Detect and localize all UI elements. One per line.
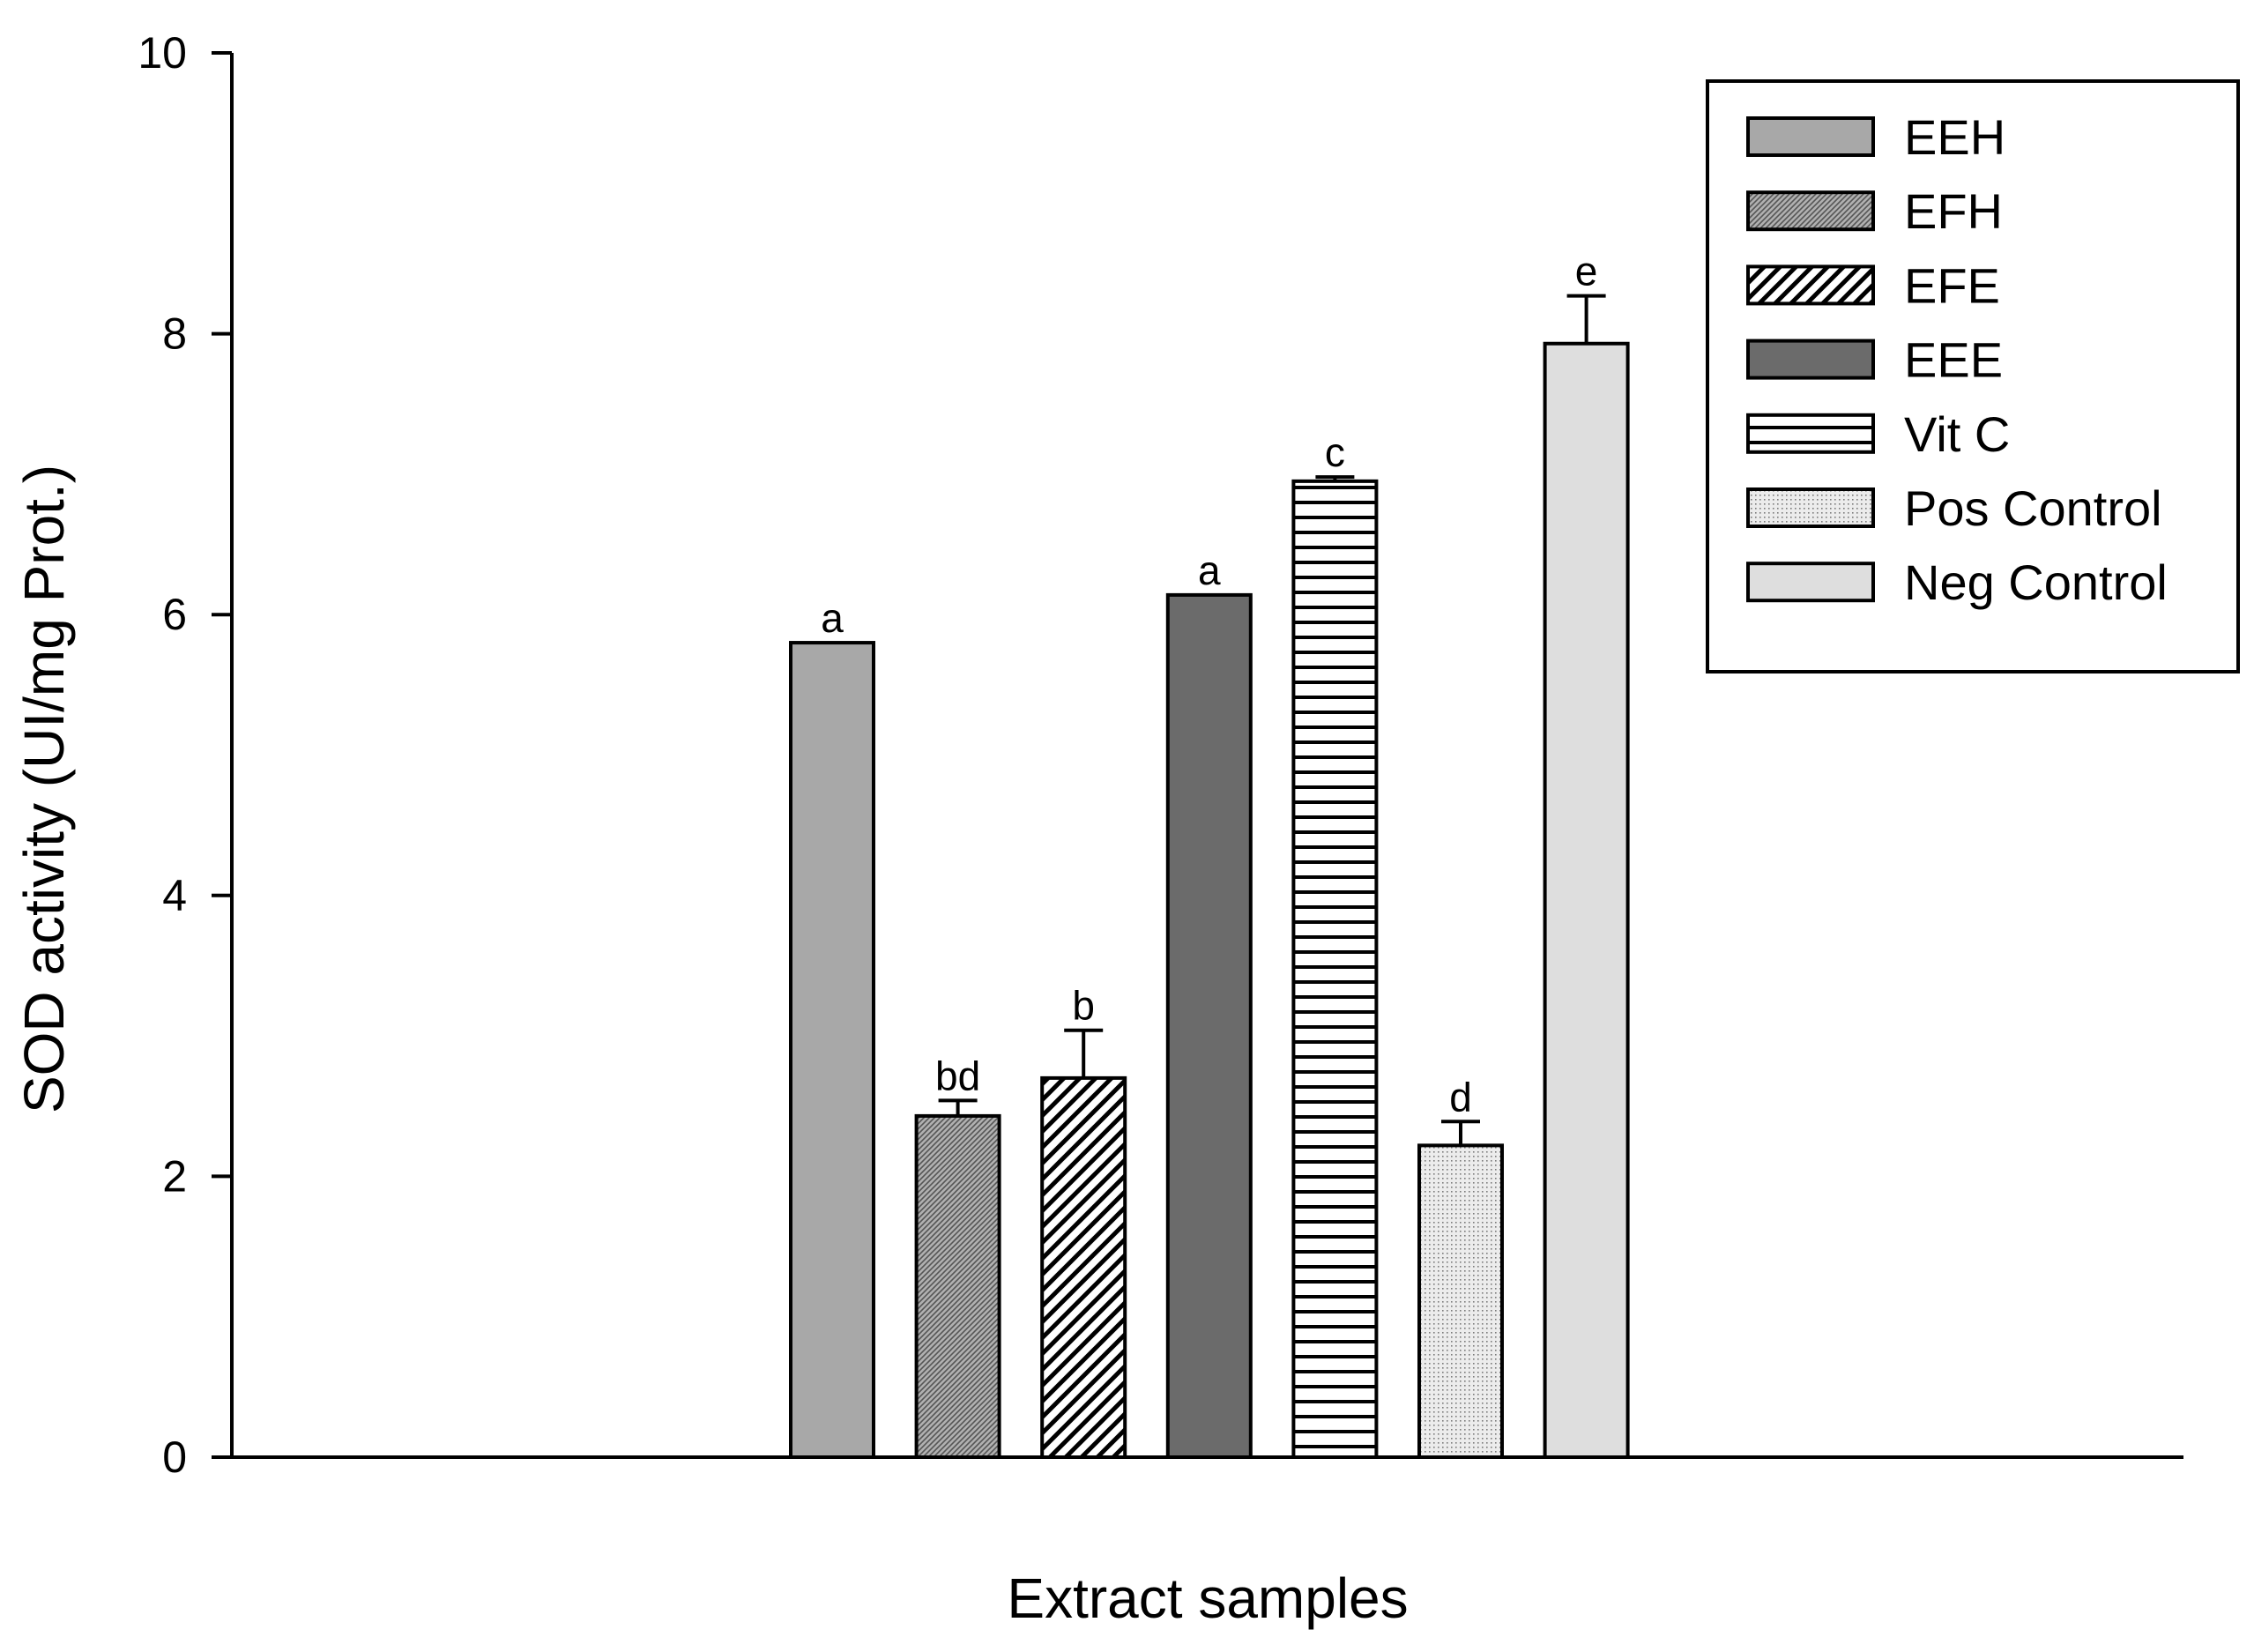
axes: 0 2 4 6 8 10: [138, 28, 2183, 1482]
y-tick-label-8: 8: [162, 309, 187, 359]
y-tick-label-0: 0: [162, 1432, 187, 1482]
legend-swatch-neg-control: [1746, 562, 1875, 603]
legend-label-pos-control: Pos Control: [1904, 480, 2162, 536]
legend-swatch-efe: [1746, 264, 1875, 306]
y-tick-label-4: 4: [162, 871, 187, 920]
sig-label-pos-control: d: [1449, 1074, 1472, 1120]
bar-vit-c: [1291, 479, 1379, 1459]
sig-label-eeh: a: [821, 595, 844, 641]
legend: EEH EFH EFE EEE Vit C Pos Control Neg Control: [1706, 79, 2240, 673]
sig-label-neg-control: e: [1575, 249, 1598, 294]
sig-label-efh: bd: [935, 1053, 980, 1098]
legend-label-vit-c: Vit C: [1904, 406, 2010, 462]
sig-label-vit-c: c: [1325, 429, 1345, 475]
bar-pos-control: [1417, 1143, 1504, 1459]
legend-swatch-pos-control: [1746, 487, 1875, 528]
y-tick-label-10: 10: [138, 28, 187, 78]
legend-label-efe: EFE: [1904, 257, 2000, 313]
sig-label-efe: b: [1072, 983, 1095, 1029]
y-tick-label-2: 2: [162, 1151, 187, 1201]
bar-eee: [1165, 592, 1253, 1459]
legend-swatch-vit-c: [1746, 413, 1875, 454]
x-axis-title: Extract samples: [1007, 1566, 1408, 1630]
bar-neg-control: [1543, 341, 1630, 1460]
bar-efh: [914, 1113, 1001, 1459]
legend-swatch-eee: [1746, 339, 1875, 380]
legend-label-eee: EEE: [1904, 332, 2003, 388]
legend-swatch-eeh: [1746, 116, 1875, 157]
legend-label-neg-control: Neg Control: [1904, 554, 2168, 610]
legend-label-eeh: EEH: [1904, 109, 2005, 165]
y-axis-title: SOD activity (UI/mg Prot.): [12, 465, 76, 1113]
sig-label-eee: a: [1198, 547, 1221, 593]
legend-swatch-efh: [1746, 190, 1875, 232]
y-tick-label-6: 6: [162, 590, 187, 639]
legend-label-efh: EFH: [1904, 183, 2003, 239]
bar-eeh: [789, 641, 875, 1459]
bar-efe: [1040, 1075, 1127, 1459]
bars: a bd b a c d e: [789, 249, 1630, 1460]
